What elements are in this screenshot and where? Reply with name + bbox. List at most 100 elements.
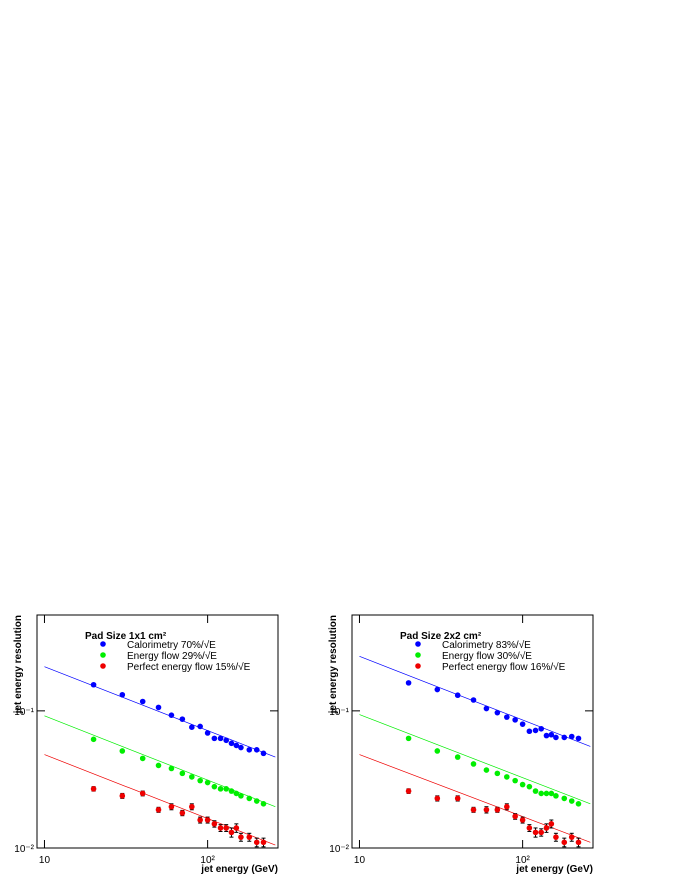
data-point: [470, 697, 477, 703]
data-point: [217, 786, 224, 792]
data-point: [532, 788, 539, 794]
data-point: [519, 721, 526, 727]
data-point: [139, 698, 146, 705]
legend-marker: [100, 652, 106, 658]
data-point: [526, 783, 533, 790]
data-point: [575, 801, 582, 807]
data-point: [90, 736, 97, 743]
data-point: [504, 714, 510, 720]
x-axis-label: jet energy (GeV): [200, 864, 278, 875]
legend-title: Pad Size 1x1 cm²: [85, 631, 167, 642]
data-point: [253, 839, 260, 846]
data-point: [504, 774, 510, 780]
y-tick-label: 10⁻¹: [329, 707, 349, 718]
data-point: [228, 788, 235, 794]
data-point: [238, 793, 244, 799]
fit-line: [44, 754, 276, 846]
data-point: [532, 829, 539, 836]
data-point: [538, 829, 545, 836]
data-point: [548, 790, 555, 797]
data-point: [519, 817, 526, 823]
data-point: [233, 825, 240, 831]
data-point: [483, 806, 490, 813]
data-point: [543, 825, 550, 831]
data-point: [211, 821, 218, 827]
data-point: [253, 798, 260, 804]
data-point: [553, 734, 559, 741]
data-point: [204, 779, 211, 786]
data-point: [553, 793, 559, 799]
data-point: [155, 704, 162, 711]
data-point: [197, 723, 203, 730]
data-point: [228, 740, 235, 747]
data-point: [204, 817, 211, 823]
legend-label: Calorimetry 83%/√E: [442, 639, 531, 651]
data-point: [526, 728, 533, 735]
data-point: [233, 742, 240, 749]
fit-line: [44, 666, 276, 758]
legend-label: Perfect energy flow 15%/√E: [127, 661, 251, 673]
data-point: [260, 839, 267, 846]
data-point: [538, 790, 545, 797]
data-point: [233, 790, 240, 797]
data-point: [543, 732, 550, 739]
data-point: [189, 774, 195, 780]
y-tick-label: 10⁻²: [14, 844, 34, 855]
x-tick-label: 10: [354, 855, 366, 866]
legend-label: Energy flow 29%/√E: [127, 650, 217, 662]
data-point: [119, 748, 126, 754]
legend-label: Perfect energy flow 16%/√E: [442, 661, 566, 673]
panel: 10 10² 10⁻² 10⁻¹ jet energy (GeV) jet energy …: [328, 614, 594, 875]
data-point: [568, 798, 575, 804]
data-point: [260, 801, 267, 807]
data-point: [204, 730, 211, 736]
data-point: [504, 803, 510, 810]
data-point: [217, 825, 224, 831]
legend-label: Calorimetry 70%/√E: [127, 639, 216, 651]
data-point: [568, 733, 575, 740]
data-point: [519, 781, 526, 788]
data-point: [561, 734, 568, 741]
fit-line: [359, 714, 591, 805]
data-point: [434, 748, 441, 754]
data-point: [538, 725, 545, 732]
y-axis-label: jet energy resolution: [328, 615, 339, 714]
data-point: [512, 717, 518, 723]
data-point: [543, 790, 550, 797]
data-point: [434, 686, 441, 693]
data-point: [168, 765, 175, 772]
data-point: [155, 806, 162, 813]
data-point: [553, 834, 559, 840]
data-point: [223, 737, 230, 744]
data-point: [238, 834, 244, 840]
data-point: [405, 735, 412, 742]
y-tick-label: 10⁻¹: [14, 707, 34, 718]
data-point: [168, 803, 175, 810]
data-point: [561, 839, 568, 846]
data-point: [260, 750, 267, 757]
data-point: [454, 692, 461, 699]
data-point: [168, 712, 175, 718]
data-point: [139, 755, 146, 762]
data-point: [548, 731, 555, 738]
data-point: [189, 803, 195, 810]
data-point: [405, 788, 412, 794]
data-point: [90, 681, 97, 688]
data-point: [217, 735, 224, 742]
data-point: [405, 680, 412, 686]
x-tick-label: 10²: [515, 855, 530, 866]
legend-marker: [415, 652, 421, 658]
data-point: [548, 821, 555, 827]
data-point: [189, 724, 195, 731]
legend-marker: [100, 641, 106, 647]
data-point: [483, 767, 490, 773]
plot-frame: [351, 614, 594, 849]
data-point: [470, 761, 477, 767]
data-point: [119, 691, 126, 698]
data-point: [494, 806, 501, 813]
data-point: [561, 795, 568, 802]
data-point: [197, 817, 203, 823]
legend-label: Energy flow 30%/√E: [442, 650, 532, 662]
